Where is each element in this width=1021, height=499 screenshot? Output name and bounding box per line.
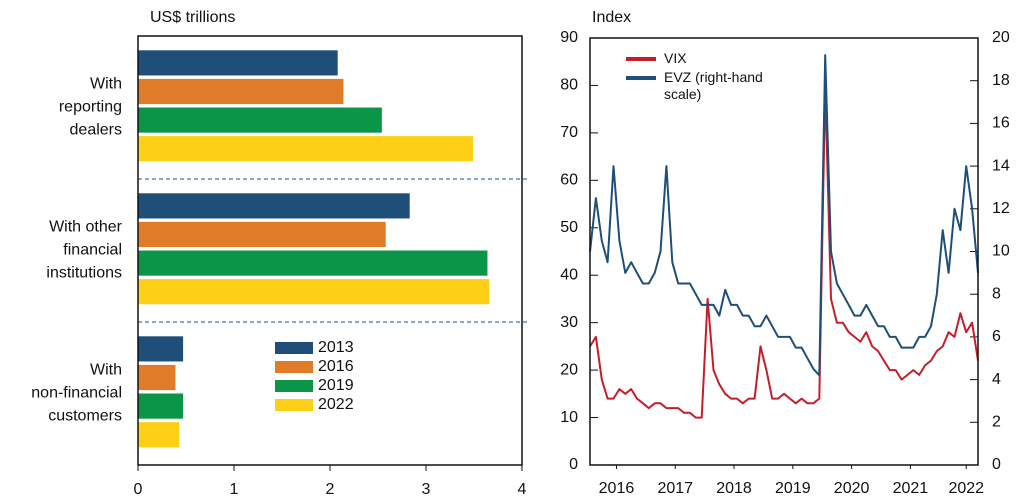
y2-tick-label: 10: [992, 243, 1010, 260]
legend: VIX EVZ (right-hand scale): [626, 50, 784, 105]
category-label: customers: [48, 408, 122, 425]
x-tick-label: 2022: [948, 480, 984, 497]
legend-label: 2013: [318, 339, 354, 356]
legend-swatch: [275, 380, 313, 392]
y2-tick-label: 0: [992, 456, 1001, 473]
x-tick-label: 2019: [775, 480, 811, 497]
unit-label: US$ trillions: [150, 9, 235, 26]
legend-label: EVZ (right-hand scale): [664, 69, 763, 102]
legend-label: 2016: [318, 358, 354, 375]
bar: [138, 50, 338, 76]
y-tick-label: 10: [560, 409, 578, 426]
bar: [138, 364, 176, 391]
legend-swatch: [275, 399, 313, 411]
legend-swatch: [275, 342, 313, 354]
y2-tick-label: 6: [992, 328, 1001, 345]
plot-frame: [589, 37, 979, 466]
y-tick-label: 80: [560, 77, 578, 94]
category-label: reporting: [59, 99, 122, 116]
legend-swatch: [626, 76, 656, 80]
category-label: With: [90, 76, 122, 93]
y-tick-label: 30: [560, 314, 578, 331]
category-label: dealers: [70, 122, 122, 139]
bar: [138, 136, 474, 162]
bar: [138, 279, 490, 305]
x-tick-label: 4: [518, 481, 527, 498]
bar: [138, 393, 184, 419]
x-tick-label: 3: [422, 481, 431, 498]
y-tick-label: 50: [560, 219, 578, 236]
x-tick-label: 2021: [893, 480, 929, 497]
legend-item: VIX: [626, 50, 784, 67]
y2-tick-label: 2: [992, 414, 1001, 431]
y-tick-label: 90: [560, 29, 578, 46]
y2-tick-label: 14: [992, 157, 1010, 174]
y-tick-label: 70: [560, 124, 578, 141]
y2-tick-label: 16: [992, 115, 1010, 132]
bar: [138, 221, 386, 248]
y2-tick-label: 4: [992, 371, 1001, 388]
legend-label: 2019: [318, 377, 354, 394]
bar: [138, 78, 344, 105]
x-tick-label: 2020: [834, 480, 870, 497]
bar: [138, 422, 180, 448]
y-tick-label: 20: [560, 361, 578, 378]
x-tick-label: 2: [326, 481, 335, 498]
y-tick-label: 0: [569, 456, 578, 473]
x-tick-label: 1: [230, 481, 239, 498]
category-label: With other: [49, 219, 123, 236]
category-label: With: [90, 362, 122, 379]
legend-swatch: [275, 361, 313, 373]
legend-label: 2022: [318, 396, 354, 413]
x-tick-label: 2018: [716, 480, 752, 497]
line: [589, 84, 979, 419]
y-tick-label: 40: [560, 266, 578, 283]
x-tick-label: 2016: [599, 480, 635, 497]
category-label: institutions: [46, 265, 122, 282]
legend-swatch: [626, 57, 656, 61]
bar: [138, 336, 184, 362]
category-label: financial: [63, 242, 122, 259]
y2-tick-label: 20: [992, 29, 1010, 46]
x-tick-label: 2017: [657, 480, 693, 497]
y2-tick-label: 18: [992, 72, 1010, 89]
y2-tick-label: 12: [992, 200, 1010, 217]
bar: [138, 107, 382, 133]
y-tick-label: 60: [560, 172, 578, 189]
unit-label: Index: [592, 9, 631, 26]
category-label: non-financial: [31, 385, 122, 402]
legend-label: VIX: [664, 50, 687, 66]
bar: [138, 193, 410, 219]
legend-item: EVZ (right-hand scale): [626, 69, 784, 103]
line: [589, 54, 979, 377]
bar: [138, 250, 488, 276]
x-tick-label: 0: [134, 481, 143, 498]
y2-tick-label: 8: [992, 285, 1001, 302]
